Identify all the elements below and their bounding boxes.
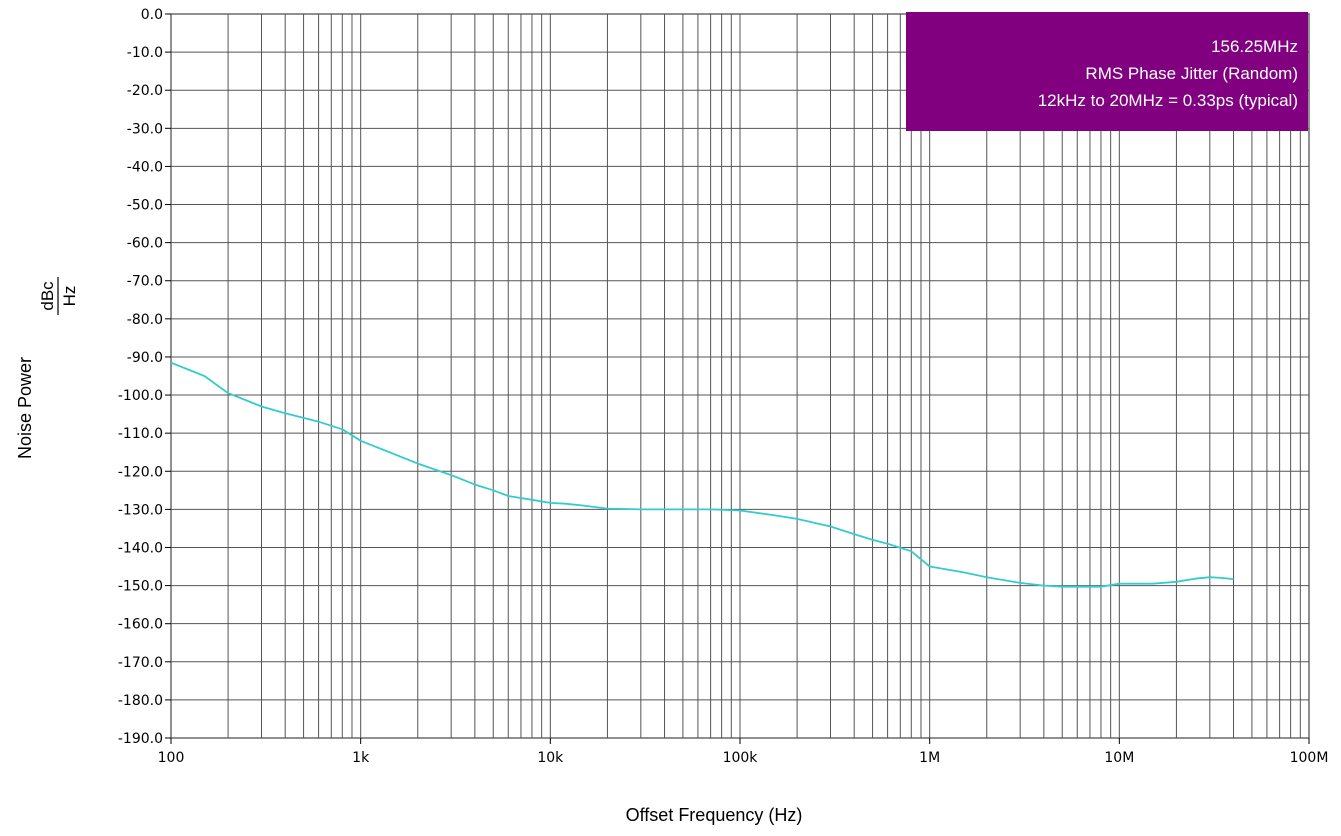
y-tick-label: -140.0 — [118, 540, 163, 556]
x-tick-label: 100M — [1290, 750, 1329, 766]
y-tick-label: -80.0 — [127, 312, 163, 328]
y-axis-label: Noise Power — [15, 357, 35, 459]
x-tick-label: 100k — [723, 750, 759, 766]
y-tick-label: -190.0 — [118, 731, 163, 747]
y-tick-label: 0.0 — [141, 7, 163, 23]
x-tick-label: 100 — [158, 750, 185, 766]
x-axis-label: Offset Frequency (Hz) — [626, 805, 803, 825]
annotation-line: 156.25MHz — [1211, 37, 1298, 56]
x-tick-label: 10M — [1104, 750, 1134, 766]
y-tick-label: -70.0 — [127, 274, 163, 290]
y-tick-label: -180.0 — [118, 693, 163, 709]
y-tick-label: -100.0 — [118, 388, 163, 404]
y-tick-label: -110.0 — [118, 426, 163, 442]
unit-numerator: dBc — [38, 281, 57, 311]
y-tick-label: -60.0 — [127, 236, 163, 252]
y-tick-label: -90.0 — [127, 350, 163, 366]
x-tick-label: 10k — [537, 750, 564, 766]
grid — [170, 13, 1310, 739]
y-tick-label: -130.0 — [118, 502, 163, 518]
y-axis: 0.0 -10.0 -20.0 -30.0 -40.0 -50.0 -60.0 -70.0 -8… — [118, 7, 171, 747]
y-tick-label: -30.0 — [127, 121, 163, 137]
series-line-phase-noise — [170, 361, 1234, 588]
x-tick-label: 1M — [919, 750, 940, 766]
y-tick-label: -120.0 — [118, 464, 163, 480]
y-tick-label: -50.0 — [127, 198, 163, 214]
x-axis: 100 1k 10k 100k 1M 10M 100M — [158, 738, 1329, 766]
unit-denominator: Hz — [60, 286, 79, 307]
y-axis-unit: dBc Hz — [38, 277, 79, 315]
annotation-line: RMS Phase Jitter (Random) — [1085, 64, 1298, 83]
y-tick-label: -160.0 — [118, 617, 163, 633]
y-tick-label: -10.0 — [127, 45, 163, 61]
y-tick-label: -20.0 — [127, 83, 163, 99]
series-layer — [170, 361, 1234, 588]
y-tick-label: -150.0 — [118, 579, 163, 595]
jitter-annotation: 156.25MHz RMS Phase Jitter (Random) 12kH… — [906, 12, 1308, 131]
annotation-line: 12kHz to 20MHz = 0.33ps (typical) — [1038, 91, 1298, 110]
x-tick-label: 1k — [352, 750, 370, 766]
y-tick-label: -170.0 — [118, 655, 163, 671]
y-tick-label: -40.0 — [127, 159, 163, 175]
annotation-box — [906, 12, 1308, 131]
